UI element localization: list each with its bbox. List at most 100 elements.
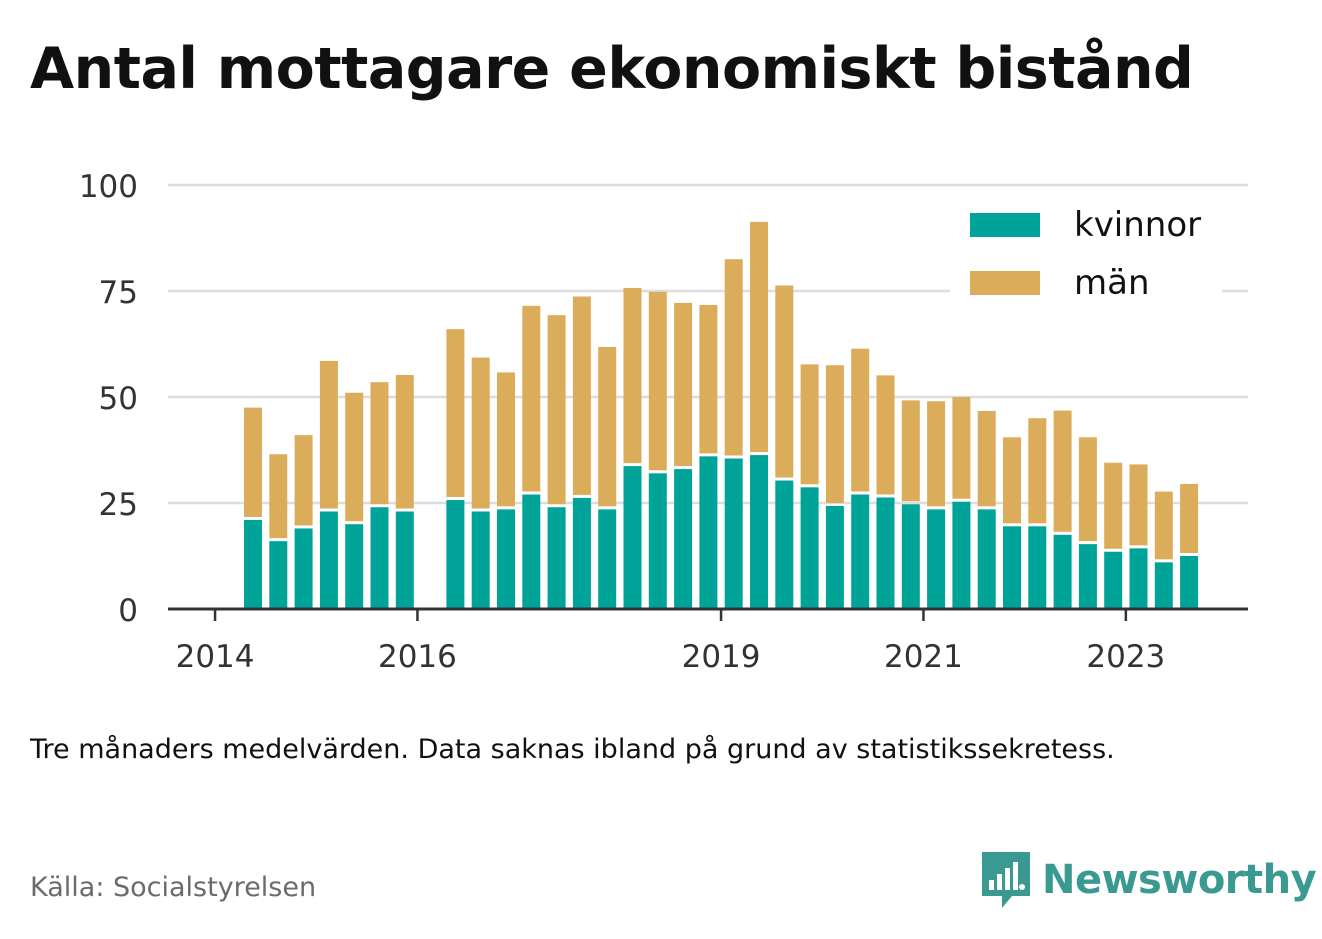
bar-kvinnor: [1028, 526, 1047, 609]
source-credit: Källa: Socialstyrelsen: [30, 872, 317, 903]
bar-kvinnor: [750, 455, 768, 609]
y-tick-label: 100: [79, 169, 138, 205]
bar-kvinnor: [623, 466, 642, 609]
bar-man: [244, 407, 262, 517]
bar-man: [269, 454, 288, 539]
bar-kvinnor: [294, 528, 313, 609]
bar-man: [800, 364, 819, 485]
bar-kvinnor: [345, 524, 364, 609]
bar-man: [547, 315, 566, 505]
chart-note: Tre månaders medelvärden. Data saknas ib…: [30, 734, 1115, 765]
bar-man: [1028, 418, 1047, 524]
bar-kvinnor: [395, 511, 414, 609]
brand-name: Newsworthy: [1042, 857, 1317, 903]
y-tick-label: 75: [99, 275, 138, 311]
bar-man: [294, 435, 313, 526]
bar-kvinnor: [269, 541, 288, 609]
x-tick-label: 2021: [884, 639, 963, 675]
bar-kvinnor: [977, 509, 996, 609]
bar-man: [370, 382, 389, 505]
bar-man: [825, 365, 844, 503]
bar-man: [319, 360, 338, 509]
bar-man: [1078, 437, 1097, 542]
bar-man: [699, 304, 718, 454]
bar-man: [395, 374, 414, 509]
bar-man: [901, 400, 920, 502]
legend-label-man: män: [1074, 263, 1150, 303]
y-tick-label: 50: [99, 381, 138, 417]
bar-man: [1180, 483, 1199, 553]
bar-man: [952, 397, 971, 499]
bar-kvinnor: [522, 494, 541, 609]
bar-man: [977, 410, 996, 507]
bar-kvinnor: [901, 504, 920, 609]
legend-swatch-kvinnor: [970, 213, 1040, 237]
bar-man: [674, 302, 693, 467]
y-axis-ticks: 0 25 50 75 100: [79, 169, 138, 629]
bar-kvinnor: [572, 497, 591, 609]
bar-kvinnor: [674, 469, 693, 609]
bar-man: [345, 392, 364, 522]
bar-kvinnor: [724, 458, 743, 609]
bar-kvinnor: [1180, 556, 1199, 609]
bar-kvinnor: [446, 500, 465, 609]
bar-kvinnor: [825, 505, 844, 609]
legend: kvinnor män: [950, 192, 1222, 320]
bar-man: [446, 329, 465, 498]
bar-kvinnor: [952, 501, 971, 609]
bar-kvinnor: [471, 511, 490, 609]
bar-kvinnor: [244, 519, 262, 609]
bar-kvinnor: [547, 507, 566, 609]
bar-man: [1129, 464, 1148, 546]
newsworthy-logo-icon: [982, 852, 1030, 908]
bar-man: [876, 375, 895, 495]
legend-label-kvinnor: kvinnor: [1074, 205, 1202, 245]
bar-kvinnor: [1154, 562, 1173, 609]
y-tick-label: 25: [99, 487, 138, 523]
bar-man: [522, 305, 541, 492]
bar-kvinnor: [1053, 534, 1072, 609]
bar-kvinnor: [699, 456, 718, 609]
bar-kvinnor: [370, 507, 389, 609]
bar-kvinnor: [876, 497, 895, 609]
bar-kvinnor: [1003, 526, 1021, 609]
bar-kvinnor: [1078, 544, 1097, 609]
bar-kvinnor: [1104, 551, 1123, 609]
legend-item-man: män: [950, 254, 1222, 312]
bars: [244, 221, 1199, 609]
bar-man: [1154, 491, 1173, 560]
bar-kvinnor: [775, 480, 794, 609]
bar-man: [497, 372, 515, 507]
bar-kvinnor: [648, 473, 667, 609]
brand-logo-group: Newsworthy: [980, 848, 1317, 912]
bar-kvinnor: [1129, 548, 1148, 609]
y-tick-label: 0: [118, 593, 138, 629]
bar-man: [1104, 462, 1123, 549]
bar-kvinnor: [851, 494, 870, 609]
bar-man: [623, 288, 642, 464]
bar-kvinnor: [497, 509, 515, 609]
bar-man: [598, 346, 617, 507]
bar-man: [471, 357, 490, 509]
legend-item-kvinnor: kvinnor: [950, 196, 1222, 254]
bar-man: [1003, 437, 1021, 524]
bar-kvinnor: [927, 509, 946, 609]
bar-man: [648, 291, 667, 471]
bar-man: [1053, 410, 1072, 532]
bar-man: [851, 348, 870, 492]
x-tick-label: 2014: [176, 639, 255, 675]
x-axis-ticks: 2014 2016 2019 2021 2023: [176, 609, 1165, 675]
bar-man: [927, 401, 946, 507]
legend-swatch-man: [970, 271, 1040, 295]
bar-man: [775, 285, 794, 478]
bar-man: [572, 296, 591, 495]
bar-man: [750, 221, 768, 453]
bar-kvinnor: [319, 511, 338, 609]
x-tick-label: 2019: [682, 639, 761, 675]
x-tick-label: 2023: [1086, 639, 1165, 675]
bar-kvinnor: [800, 487, 819, 609]
bar-man: [724, 259, 743, 456]
stacked-bar-chart: 0 25 50 75 100 2014 2016 2019 2021 2023: [79, 169, 1248, 675]
bar-kvinnor: [598, 509, 617, 609]
x-tick-label: 2016: [378, 639, 457, 675]
